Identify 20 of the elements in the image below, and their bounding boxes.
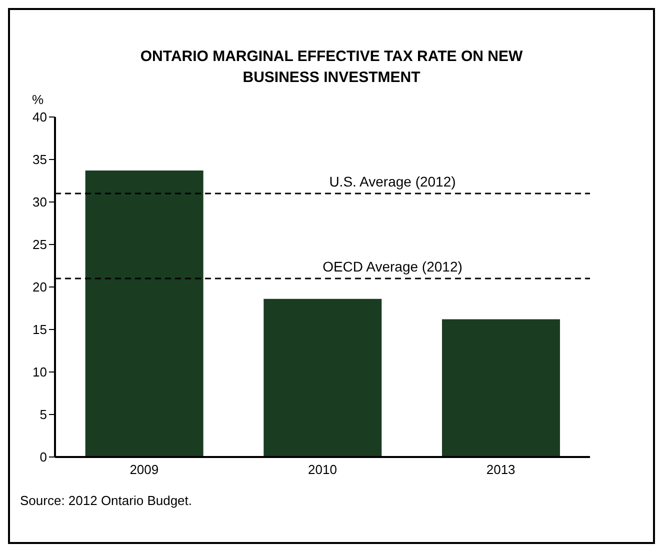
y-tick-label: 10 [32,364,47,380]
y-tick-label: 20 [32,280,47,295]
y-tick-label: 30 [32,194,47,210]
y-tick-label: 25 [32,237,47,252]
ref-line-label: U.S. Average (2012) [329,173,456,190]
y-tick-label: 5 [40,407,47,422]
y-axis-title: % [32,92,45,107]
source-note: Source: 2012 Ontario Budget. [20,493,194,508]
y-tick-label: 0 [40,450,47,465]
y-tick-label: 15 [32,322,47,338]
bar [85,170,204,457]
x-tick-label: 2013 [486,462,516,478]
ref-line-label: OECD Average (2012) [322,258,462,274]
bar [264,298,382,457]
x-tick-label: 2009 [130,462,159,478]
chart-title: ONTARIO MARGINAL EFFECTIVE TAX RATE ON NEW BUSINESS INVESTMENT [139,47,524,88]
y-tick-label: 35 [32,152,47,168]
y-tick-label: 40 [32,110,47,125]
bar [442,319,560,457]
x-tick-label: 2010 [308,462,337,478]
